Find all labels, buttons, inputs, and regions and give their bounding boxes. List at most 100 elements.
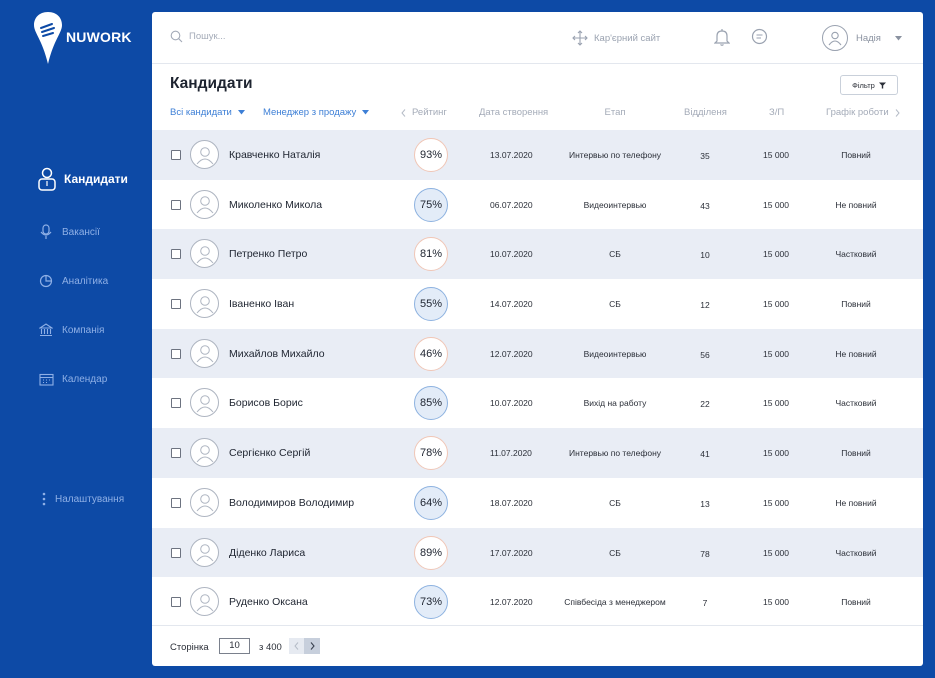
sales-manager-dropdown[interactable]: Менеджер з продажу [263, 107, 370, 118]
table-row[interactable]: Руденко Оксана 73% 12.07.2020 Співбесіда з … [152, 577, 923, 627]
row-checkbox[interactable] [171, 249, 181, 260]
candidate-name[interactable]: Іваненко Іван [229, 298, 295, 311]
candidate-name[interactable]: Руденко Оксана [229, 596, 308, 609]
table-row[interactable]: Діденко Лариса 89% 17.07.2020 СБ 78 15 000 Час… [152, 527, 923, 578]
table-row[interactable]: Петренко Петро 81% 10.07.2020 СБ 10 15 000 Час… [152, 229, 923, 280]
user-icon [196, 444, 213, 462]
sidebar-item-label: Кандидати [64, 172, 128, 186]
table-row[interactable]: Миколенко Микола 75% 06.07.2020 Видеоинтерв… [152, 180, 923, 230]
row-checkbox[interactable] [171, 547, 181, 558]
sidebar-item-analytics[interactable]: Аналітика [38, 273, 108, 289]
candidate-name[interactable]: Володимиров Володимир [229, 496, 355, 509]
column-header-stage[interactable]: Етап [547, 107, 683, 118]
sidebar-item-calendar[interactable]: Календар [38, 371, 107, 387]
candidate-name[interactable]: Михайлов Михайло [229, 347, 325, 360]
user-icon [196, 395, 213, 413]
row-checkbox[interactable] [171, 348, 181, 359]
schedule: Повний [841, 597, 871, 608]
candidate-name[interactable]: Миколенко Микола [229, 198, 323, 211]
candidate-name[interactable]: Сергієнко Сергій [229, 447, 311, 460]
table-row[interactable]: Сергієнко Сергій 78% 11.07.2020 Интервью по… [152, 428, 923, 478]
stage: СБ [609, 497, 621, 508]
sidebar-item-vacancies[interactable]: Вакансії [38, 224, 100, 240]
column-header-department[interactable]: Відділеня [684, 107, 727, 118]
sidebar-item-company[interactable]: Компанія [38, 322, 104, 338]
column-label: Відділеня [684, 107, 727, 118]
rating-badge: 73% [414, 585, 448, 620]
pie-chart-icon [38, 273, 54, 289]
candidate-name[interactable]: Кравченко Наталія [229, 149, 321, 161]
row-checkbox[interactable] [171, 299, 181, 310]
bell-icon [713, 29, 731, 46]
avatar [190, 189, 219, 219]
avatar [190, 239, 219, 269]
chevron-right-icon[interactable] [895, 108, 900, 117]
column-header-salary[interactable]: З/П [769, 107, 784, 118]
search-icon [170, 30, 183, 43]
search-input[interactable]: Пошук... [170, 30, 226, 43]
career-site-link[interactable]: Кар'єрний сайт [572, 30, 660, 46]
page-number-input[interactable]: 10 [219, 638, 250, 654]
rating-badge: 93% [414, 138, 448, 172]
row-checkbox[interactable] [171, 597, 181, 608]
department: 10 [700, 250, 710, 261]
sidebar-item-label: Компанія [62, 324, 105, 336]
notifications-button[interactable] [713, 28, 731, 51]
column-label: Графік роботи [826, 107, 889, 118]
table-row[interactable]: Кравченко Наталія 93% 13.07.2020 Интервью п… [152, 130, 923, 180]
sidebar-item-label: Вакансії [62, 226, 100, 238]
row-checkbox[interactable] [171, 448, 181, 459]
user-icon [196, 544, 213, 562]
column-header-rating[interactable]: Рейтинг [401, 107, 447, 118]
sidebar: NUWORK Кандидати Вакансії Аналітика Комп… [0, 0, 152, 678]
column-label: Дата створення [479, 107, 549, 118]
row-checkbox[interactable] [171, 497, 181, 508]
created-date: 10.07.2020 [490, 398, 533, 409]
user-menu[interactable]: Надія [822, 25, 902, 51]
rating-badge: 85% [414, 386, 448, 421]
caret-down-icon [237, 110, 245, 115]
schedule: Частковий [835, 249, 877, 260]
rating-badge: 75% [414, 187, 448, 222]
logo-text: NUWORK [66, 29, 132, 45]
chevron-left-icon[interactable] [401, 108, 406, 117]
pagination-total: з 400 [259, 642, 282, 653]
row-checkbox[interactable] [171, 150, 181, 160]
avatar [190, 289, 219, 319]
created-date: 12.07.2020 [490, 348, 533, 359]
all-candidates-dropdown[interactable]: Всі кандидати [170, 107, 245, 118]
sidebar-item-candidates[interactable]: Кандидати [38, 167, 128, 191]
salary: 15 000 [763, 249, 789, 260]
user-icon [196, 146, 213, 164]
table-row[interactable]: Іваненко Іван 55% 14.07.2020 СБ 12 15 000 Повн… [152, 279, 923, 329]
sidebar-item-settings[interactable]: Налаштування [40, 491, 124, 507]
move-arrows-icon [572, 30, 588, 46]
row-checkbox[interactable] [171, 199, 181, 210]
stage: Интервью по телефону [568, 448, 662, 459]
candidate-name[interactable]: Петренко Петро [229, 248, 308, 261]
user-icon [196, 246, 213, 264]
created-date: 12.07.2020 [490, 597, 533, 608]
table-row[interactable]: Михайлов Михайло 46% 12.07.2020 Видеоинтерв… [152, 328, 923, 379]
next-page-button[interactable] [304, 638, 320, 654]
candidate-name[interactable]: Діденко Лариса [229, 546, 306, 559]
sidebar-item-label: Календар [62, 373, 108, 385]
column-header-schedule[interactable]: Графік роботи [826, 107, 900, 118]
avatar [190, 537, 219, 567]
department: 12 [700, 300, 710, 311]
schedule: Частковий [835, 398, 877, 409]
row-checkbox[interactable] [171, 398, 181, 409]
table-row[interactable]: Борисов Борис 85% 10.07.2020 Вихід на работ… [152, 378, 923, 428]
column-label: Рейтинг [412, 107, 447, 118]
created-date: 18.07.2020 [490, 497, 533, 508]
column-header-created[interactable]: Дата створення [479, 107, 548, 118]
prev-page-button[interactable] [289, 638, 304, 654]
logo[interactable]: NUWORK [34, 12, 132, 64]
stage: Видеоинтервью [583, 199, 647, 210]
filter-button[interactable]: Фільтр [840, 75, 898, 95]
candidate-name[interactable]: Борисов Борис [229, 397, 303, 410]
salary: 15 000 [763, 150, 789, 160]
schedule: Частковий [835, 547, 877, 558]
table-row[interactable]: Володимиров Володимир 64% 18.07.2020 СБ 13 15… [152, 478, 923, 528]
messages-button[interactable] [751, 28, 768, 50]
